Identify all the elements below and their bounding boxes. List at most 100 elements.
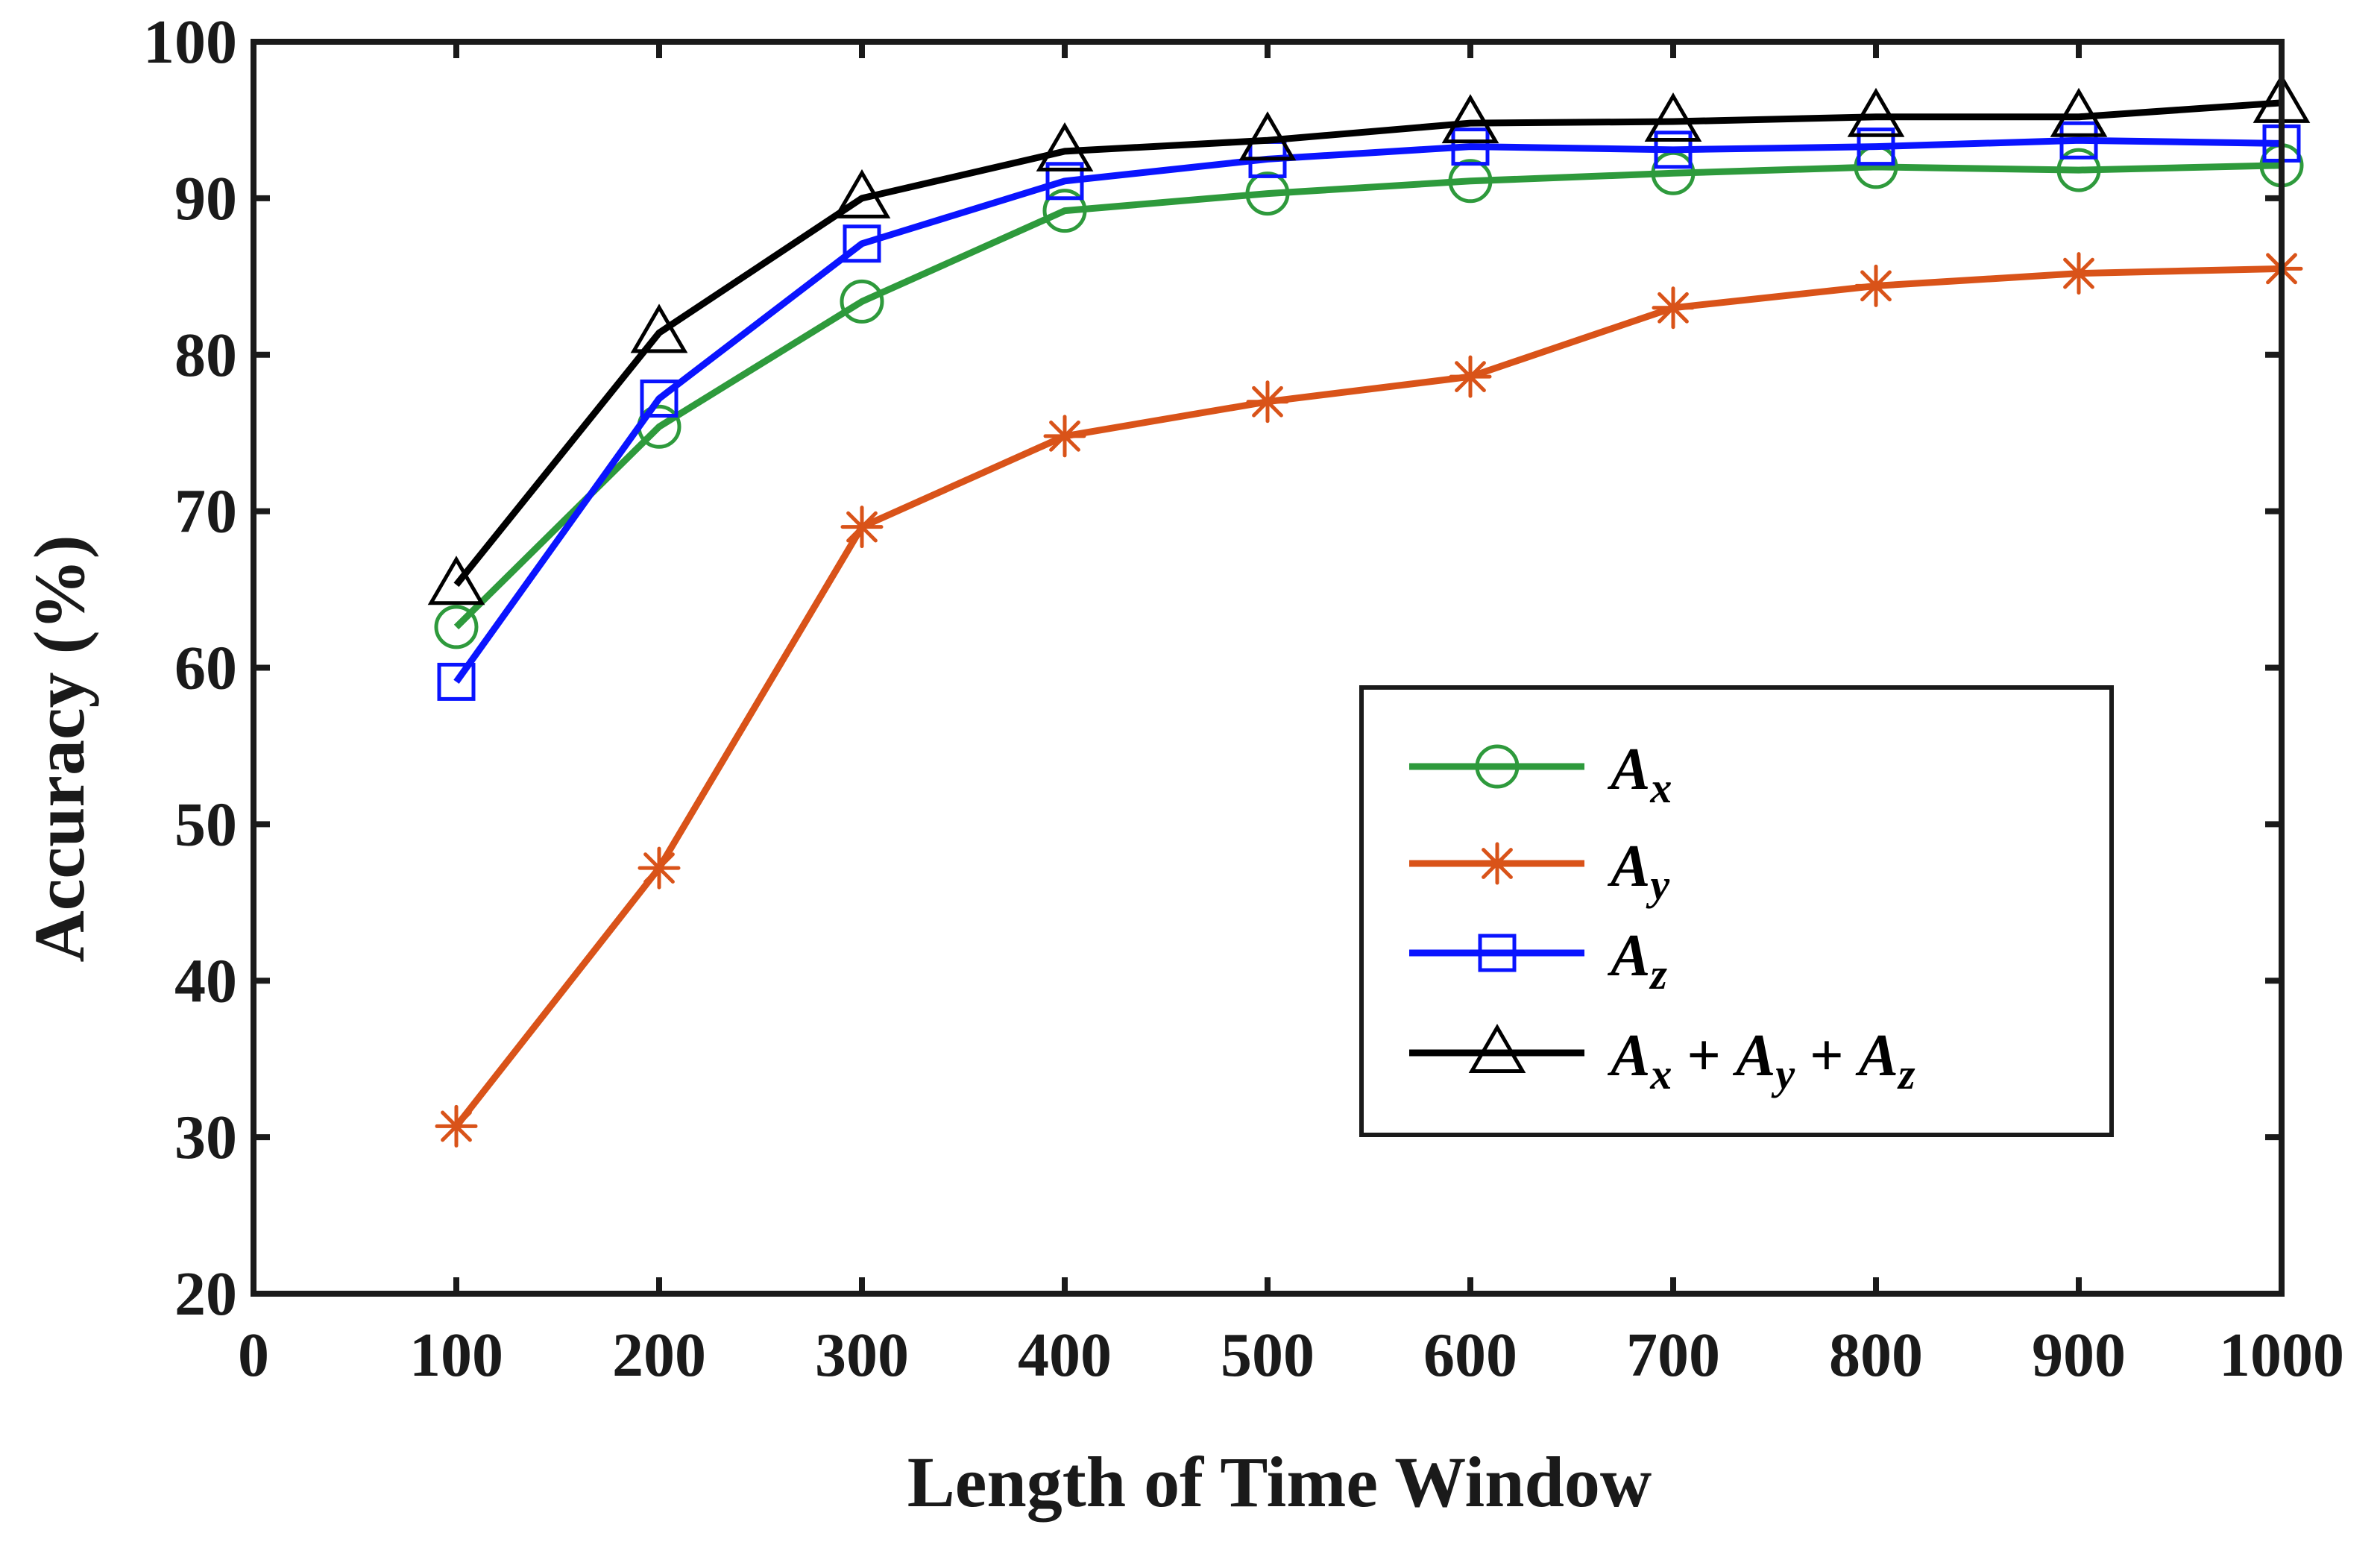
series-0-point-0 [434, 605, 479, 649]
x-tick-label-9: 900 [2032, 1321, 2126, 1390]
series-0-point-2 [840, 279, 884, 324]
legend-marker-3 [1468, 1024, 1526, 1073]
y-tick-label-0: 20 [174, 1259, 237, 1329]
series-0-point-8 [2056, 148, 2101, 192]
series-line-1 [453, 265, 2282, 1129]
series-2-point-2-shape [843, 224, 881, 263]
series-1-point-5-stroke [1455, 361, 1486, 393]
series-3-point-5-shape [1441, 94, 1499, 144]
series-2-point-8-shape [2059, 121, 2098, 160]
series-2-point-1 [640, 380, 679, 418]
x-tick-label-5: 500 [1221, 1321, 1315, 1390]
series-0-point-3-shape [1042, 189, 1087, 233]
y-tick-label-3: 50 [174, 790, 237, 859]
series-3-point-0-shape [427, 556, 485, 605]
series-3-point-4 [1238, 111, 1297, 161]
x-tick-label-10: 1000 [2219, 1321, 2344, 1390]
series-2-point-7 [1857, 128, 1895, 166]
legend-marker-3-shape [1468, 1024, 1526, 1073]
series-2-point-5 [1451, 128, 1490, 166]
x-axis-title: Length of Time Window [907, 1442, 1652, 1522]
legend-marker-0-shape [1475, 744, 1520, 789]
series-1-point-5 [1449, 355, 1492, 398]
series-1-point-3-stroke [1049, 421, 1080, 452]
series-0-point-5 [1448, 159, 1493, 204]
series-2-point-0-shape [437, 662, 476, 701]
series-3-point-7-shape [1847, 87, 1905, 137]
legend-marker-2-shape [1478, 934, 1517, 972]
y-axis-title: Accuracy (%) [19, 535, 99, 962]
series-2-point-6-shape [1654, 130, 1693, 169]
x-tick-label-8: 800 [1829, 1321, 1923, 1390]
legend: Ax Ay Az Ax + Ay + Az [1359, 685, 2114, 1137]
series-2-point-2 [843, 224, 881, 263]
series-2-point-5-shape [1451, 128, 1490, 166]
series-3-point-5 [1441, 94, 1499, 144]
series-0-point-4-shape [1245, 171, 1290, 216]
series-0-point-5-shape [1448, 159, 1493, 204]
y-tick-label-1: 30 [174, 1103, 237, 1172]
series-1-point-0-stroke [441, 1110, 472, 1142]
series-2-point-7-shape [1857, 128, 1895, 166]
series-1-point-6-stroke [1658, 292, 1689, 324]
y-tick-label-7: 90 [174, 164, 237, 233]
series-3-point-8-shape [2050, 87, 2108, 137]
series-3-point-6-shape [1644, 92, 1702, 142]
series-1-point-1-stroke [643, 852, 675, 884]
series-1-point-6 [1652, 286, 1695, 330]
series-0-point-4 [1245, 171, 1290, 216]
plot-area [427, 73, 2311, 1148]
series-3-point-3-shape [1036, 122, 1094, 171]
series-1-point-4 [1246, 380, 1289, 424]
axes [251, 39, 2285, 1297]
series-3-point-2 [833, 169, 891, 218]
x-tick-label-1: 100 [409, 1321, 503, 1390]
legend-label-2: Az [1607, 923, 1667, 998]
series-2-point-6 [1654, 130, 1693, 169]
legend-marker-1 [1476, 842, 1519, 885]
x-tick-label-3: 300 [815, 1321, 909, 1390]
legend-marker-1-stroke [1482, 848, 1513, 879]
tick-labels: 0 100 200 300 400 500 600 700 800 900 1000 20 30 40 50… [143, 7, 2344, 1390]
series-3-point-0 [427, 556, 485, 605]
x-tick-label-2: 200 [612, 1321, 706, 1390]
legend-box [1359, 685, 2114, 1137]
y-tick-label-2: 40 [174, 946, 237, 1016]
series-1-point-4-stroke [1252, 386, 1283, 418]
series-1-point-8 [2057, 252, 2100, 295]
series-2-point-8 [2059, 121, 2098, 160]
series-2-point-0 [437, 662, 476, 701]
series-1-point-0 [435, 1104, 478, 1148]
series-line-2 [453, 136, 2282, 685]
series-1-point-3 [1043, 415, 1086, 458]
series-3-point-1 [630, 303, 688, 353]
series-3-point-4-shape [1238, 111, 1297, 161]
series-1-point-2-stroke [846, 511, 878, 543]
series-0-point-3 [1042, 189, 1087, 233]
legend-label-0: Ax [1607, 737, 1672, 812]
x-tick-label-7: 700 [1626, 1321, 1720, 1390]
series-3-point-3 [1036, 122, 1094, 171]
series-3-point-1-shape [630, 303, 688, 353]
series-3-point-2-shape [833, 169, 891, 218]
series-line-0 [453, 162, 2282, 630]
legend-label-3: Ax + Ay + Az [1607, 1023, 1915, 1098]
series-3-point-7 [1847, 87, 1905, 137]
series-2-point-3-shape [1045, 162, 1084, 201]
series-3-point-8 [2050, 87, 2108, 137]
series-0-point-8-shape [2056, 148, 2101, 192]
x-tick-label-6: 600 [1423, 1321, 1517, 1390]
series-1-point-7-stroke [1860, 270, 1892, 302]
legend-label-1: Ay [1607, 834, 1669, 909]
series-1-point-8-stroke [2063, 257, 2094, 289]
series-2-point-1-shape [640, 380, 679, 418]
y-tick-label-4: 60 [174, 634, 237, 703]
y-tick-label-5: 70 [174, 477, 237, 547]
series-2-point-3 [1045, 162, 1084, 201]
series-1-point-7 [1854, 264, 1898, 307]
series-0-point-2-shape [840, 279, 884, 324]
x-tick-label-4: 400 [1018, 1321, 1112, 1390]
x-tick-label-0: 0 [238, 1321, 269, 1390]
series-line-3 [453, 99, 2282, 588]
